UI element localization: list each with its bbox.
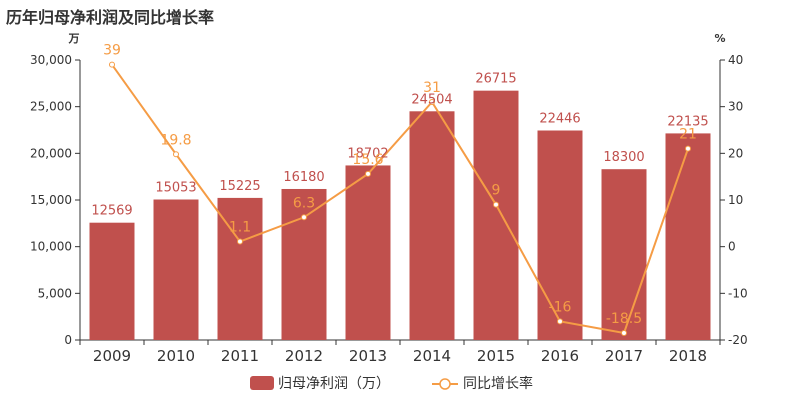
line-value-label: -16 (549, 299, 572, 315)
legend-line-label: 同比增长率 (463, 375, 533, 392)
x-tick-label: 2009 (93, 347, 131, 365)
line-layer (109, 61, 691, 336)
left-axis-unit: 万 (68, 32, 80, 45)
bar (153, 199, 199, 340)
legend-bar-swatch (250, 376, 274, 390)
bar-value-label: 22135 (667, 114, 708, 129)
line-point (493, 201, 499, 208)
bar-value-label: 15053 (155, 181, 196, 196)
line-point (685, 145, 691, 152)
left-tick-label: 10,000 (30, 240, 72, 254)
bar-value-label: 26715 (475, 72, 516, 87)
bar (409, 111, 455, 341)
legend-bar-label: 归母净利润（万） (278, 375, 390, 392)
axes-layer: 万 % 0 5,000 10,000 15,000 20,000 25,000 30,000 -2… (30, 32, 748, 365)
labels-layer: 12569 15053 15225 16180 18702 24504 26715 22446… (91, 43, 708, 327)
line-point (301, 214, 307, 221)
left-tick-label: 5,000 (38, 286, 72, 300)
bar (345, 165, 391, 340)
bar (665, 133, 711, 340)
bar-value-label: 22446 (539, 112, 580, 127)
x-tick-label: 2011 (221, 347, 259, 365)
right-tick-label: 20 (728, 146, 743, 160)
left-tick-label: 0 (64, 333, 72, 347)
x-tick-label: 2017 (605, 347, 643, 365)
bar-value-label: 16180 (283, 170, 324, 185)
left-tick-label: 15,000 (30, 193, 72, 207)
bar-value-label: 18300 (603, 150, 644, 165)
bar-value-label: 12569 (91, 204, 132, 219)
x-tick-label: 2014 (413, 347, 451, 365)
line-value-label: 31 (423, 80, 441, 96)
left-tick-label: 25,000 (30, 100, 72, 114)
left-tick-label: 30,000 (30, 53, 72, 67)
line-value-label: 39 (103, 43, 121, 59)
right-tick-label: -10 (728, 286, 748, 300)
legend-layer: 归母净利润（万） 同比增长率 (250, 375, 533, 392)
line-value-label: 19.8 (160, 132, 191, 148)
right-tick-label: 10 (728, 193, 743, 207)
line-point (237, 238, 243, 245)
legend-line-marker (439, 378, 451, 390)
line-value-label: 6.3 (293, 195, 315, 211)
bar-value-label: 15225 (219, 179, 260, 194)
x-tick-label: 2012 (285, 347, 323, 365)
x-tick-label: 2018 (669, 347, 707, 365)
right-tick-label: -20 (728, 333, 748, 347)
line-value-label: 9 (492, 183, 501, 199)
right-tick-label: 0 (728, 240, 736, 254)
x-tick-label: 2013 (349, 347, 387, 365)
bar (89, 222, 135, 340)
line-value-label: 1.1 (229, 220, 251, 236)
line-point (429, 99, 435, 105)
bar (601, 169, 647, 340)
bar-value-label: 18702 (347, 146, 388, 161)
line-value-label: -18.5 (606, 311, 642, 327)
right-tick-label: 40 (728, 53, 743, 67)
x-tick-label: 2015 (477, 347, 515, 365)
right-tick-label: 30 (728, 100, 743, 114)
bar (473, 90, 519, 340)
bar-value-label: 24504 (411, 92, 452, 107)
left-tick-label: 20,000 (30, 146, 72, 160)
growth-rate-line (111, 64, 689, 335)
line-point (557, 318, 563, 325)
bar (281, 188, 327, 340)
bar (537, 130, 583, 340)
right-axis-unit: % (714, 32, 725, 45)
line-point (621, 330, 627, 336)
x-tick-label: 2010 (157, 347, 195, 365)
line-point (109, 61, 115, 68)
line-value-label: 21 (679, 127, 697, 143)
chart-title: 历年归母净利润及同比增长率 (6, 8, 215, 27)
bars-layer (89, 90, 711, 341)
x-tick-label: 2016 (541, 347, 579, 365)
line-value-label: 15.6 (352, 152, 383, 168)
line-point (173, 151, 179, 158)
line-point (365, 170, 371, 177)
